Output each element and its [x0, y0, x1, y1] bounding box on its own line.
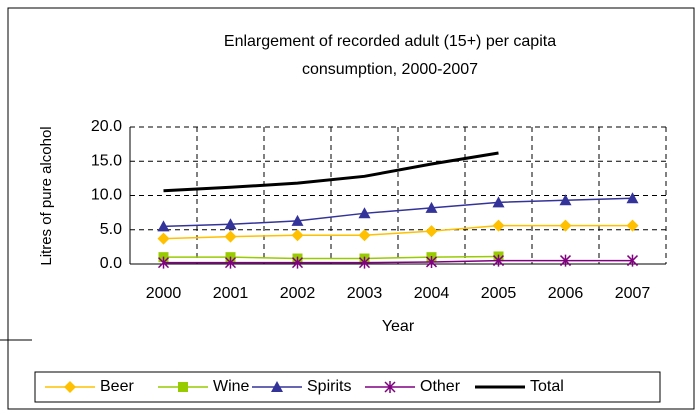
- legend-label: Other: [420, 378, 461, 395]
- data-point: [559, 194, 572, 206]
- legend-label: Beer: [100, 378, 134, 395]
- data-point: [492, 196, 505, 208]
- y-tick-label: 15.0: [91, 152, 122, 169]
- chart-title: consumption, 2000-2007: [302, 61, 478, 78]
- x-tick-label: 2003: [347, 285, 383, 302]
- data-point: [492, 219, 505, 232]
- series-line: [163, 224, 633, 240]
- legend-marker: [178, 382, 188, 392]
- data-point: [559, 254, 572, 267]
- data-point: [224, 256, 237, 269]
- x-axis-title: Year: [382, 318, 415, 335]
- legend-box: [34, 371, 661, 403]
- x-tick-label: 2006: [548, 285, 584, 302]
- x-tick-label: 2000: [146, 285, 182, 302]
- x-tick-label: 2002: [280, 285, 316, 302]
- legend-label: Spirits: [307, 378, 351, 395]
- data-point: [425, 201, 438, 213]
- data-point: [157, 220, 170, 232]
- legend-marker: [64, 381, 76, 393]
- data-point: [224, 218, 237, 230]
- legend-marker: [384, 381, 396, 393]
- data-point: [626, 219, 639, 232]
- x-tick-label: 2007: [615, 285, 651, 302]
- data-point: [626, 254, 639, 267]
- series-line: [163, 259, 633, 264]
- data-point: [157, 232, 170, 245]
- data-point: [157, 256, 170, 269]
- data-point: [224, 230, 237, 243]
- y-tick-label: 0.0: [100, 255, 122, 272]
- data-point: [291, 256, 304, 269]
- data-point: [358, 207, 371, 219]
- chart-title: Enlargement of recorded adult (15+) per …: [224, 33, 556, 50]
- x-tick-label: 2005: [481, 285, 517, 302]
- chart-frame: [7, 7, 695, 410]
- data-point: [626, 192, 639, 204]
- series-line: [163, 197, 633, 228]
- data-point: [425, 225, 438, 238]
- legend-label: Wine: [213, 378, 250, 395]
- data-point: [492, 254, 505, 267]
- data-point: [425, 255, 438, 268]
- x-tick-label: 2004: [414, 285, 450, 302]
- series-line: [163, 151, 499, 193]
- y-tick-label: 10.0: [91, 187, 122, 204]
- x-tick-label: 2001: [213, 285, 249, 302]
- data-point: [358, 229, 371, 242]
- data-point: [291, 229, 304, 242]
- data-point: [358, 256, 371, 269]
- y-axis-title: Litres of pure alcohol: [38, 126, 55, 265]
- y-tick-label: 20.0: [91, 118, 122, 135]
- legend-marker: [271, 381, 283, 392]
- y-tick-label: 5.0: [100, 221, 122, 238]
- data-point: [291, 214, 304, 226]
- legend-label: Total: [530, 378, 564, 395]
- series-line: [163, 255, 499, 260]
- data-point: [559, 219, 572, 232]
